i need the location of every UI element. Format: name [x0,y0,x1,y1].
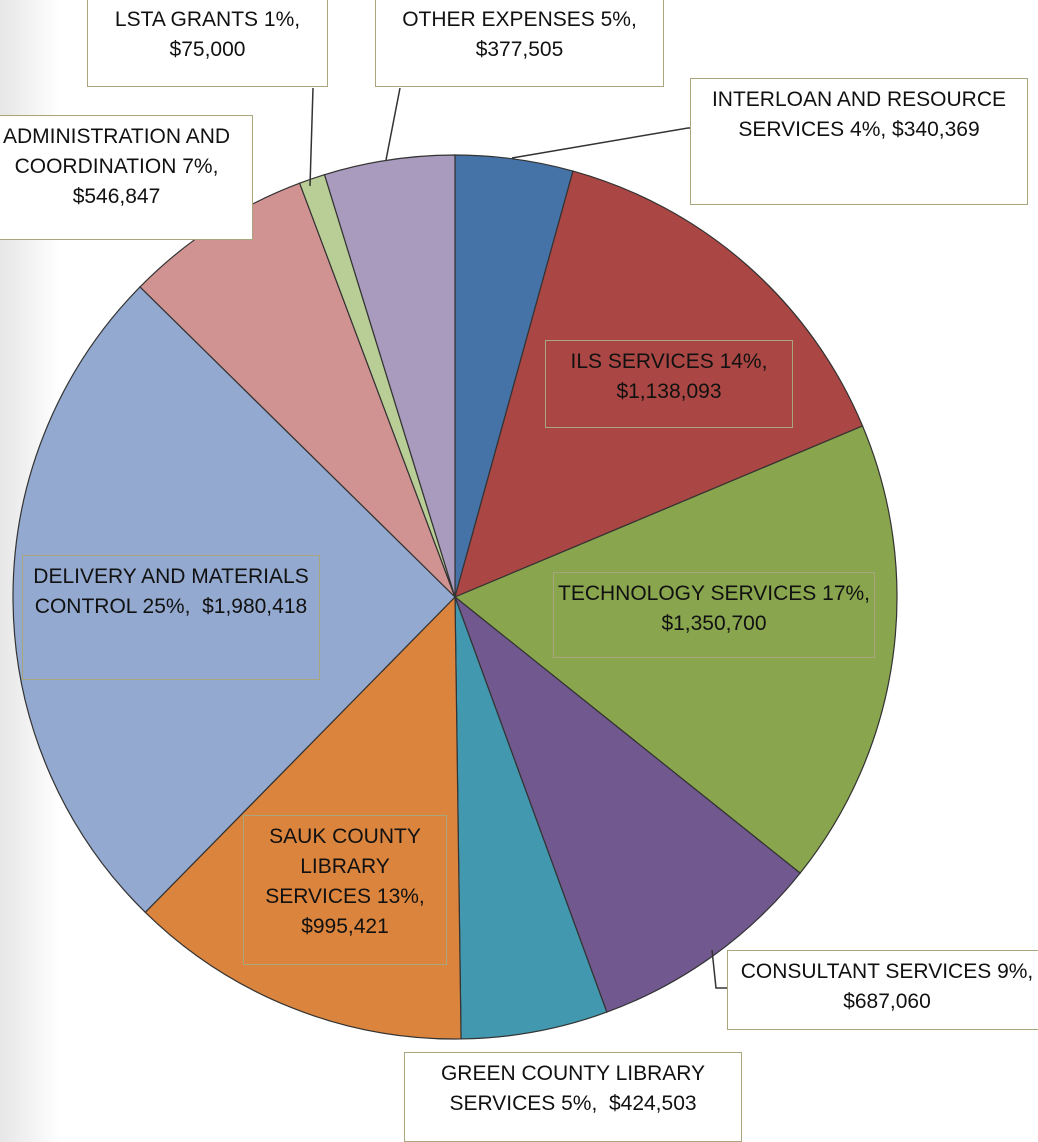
data-label: CONSULTANT SERVICES 9%, $687,060 [727,950,1038,1030]
data-label: SAUK COUNTY LIBRARY SERVICES 13%, $995,4… [243,815,447,965]
value-label: 5%, $424,503 [561,1092,697,1115]
data-label: ADMINISTRATION AND COORDINATION 7%, $546… [0,115,253,240]
leader-line [385,87,401,161]
pie-slice [454,596,608,1040]
pie-slice [144,595,462,1040]
pie-slice [12,286,456,914]
leader-line [309,87,314,187]
pie [12,154,898,1040]
category-label: SAUK COUNTY LIBRARY SERVICES [265,825,421,908]
value-label: 1%, $75,000 [169,8,306,61]
data-label: GREEN COUNTY LIBRARY SERVICES 5%, $424,5… [404,1052,742,1142]
value-label: 14%, $1,138,093 [616,350,774,403]
category-label: OTHER EXPENSES [402,8,595,31]
pie-slice [323,154,456,598]
category-label: DELIVERY AND MATERIALS CONTROL [33,565,309,618]
category-label: CONSULTANT SERVICES [740,960,992,983]
value-label: 7%, $546,847 [72,155,225,208]
category-label: GREEN COUNTY LIBRARY SERVICES [440,1062,706,1115]
leader-lines [309,87,727,989]
value-label: 13%, $995,421 [301,885,431,938]
data-label: INTERLOAN AND RESOURCE SERVICES 4%, $340… [690,78,1028,205]
value-label: 25%, $1,980,418 [142,595,308,618]
pie-slice [454,170,864,599]
category-label: INTERLOAN AND RESOURCE SERVICES [711,88,1007,141]
category-label: LSTA GRANTS [114,8,259,31]
data-label: LSTA GRANTS 1%, $75,000 [87,0,328,87]
value-label: 17%, $1,350,700 [661,582,882,635]
value-label: 4%, $340,369 [850,118,980,141]
leader-line [711,949,727,989]
value-label: 5%, $377,505 [475,8,643,61]
data-label: DELIVERY AND MATERIALS CONTROL 25%, $1,9… [22,555,320,680]
category-label: TECHNOLOGY SERVICES [558,582,817,605]
value-label: 9%, $687,060 [843,960,1034,1013]
data-label: ILS SERVICES 14%, $1,138,093 [545,340,793,428]
pie-slice [453,425,898,874]
data-label: OTHER EXPENSES 5%, $377,505 [375,0,664,87]
category-label: ILS SERVICES [570,350,714,373]
category-label: ADMINISTRATION AND COORDINATION [2,125,231,178]
leader-line [511,127,690,159]
data-label: TECHNOLOGY SERVICES 17%, $1,350,700 [553,572,875,658]
